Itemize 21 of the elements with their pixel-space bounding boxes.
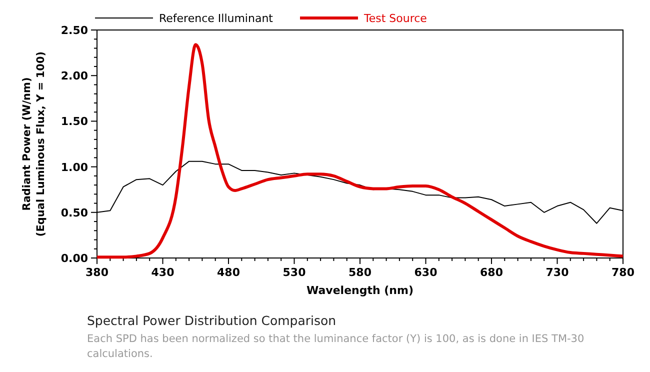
y-tick-label: 2.50	[60, 24, 88, 37]
x-tick-label: 530	[282, 266, 306, 279]
x-tick-label: 780	[612, 266, 635, 279]
y-axis-title: Radiant Power (W/nm) (Equal Luminous Flux, Y = 100)	[21, 51, 47, 237]
y-tick-label: 0.50	[60, 206, 88, 220]
x-tick-label: 380	[86, 266, 109, 279]
x-tick-label: 730	[546, 266, 570, 279]
y-tick-label: 2.00	[60, 70, 88, 83]
x-tick-label: 630	[414, 266, 438, 279]
x-tick-label: 430	[151, 266, 175, 279]
x-tick-label: 480	[217, 266, 240, 279]
text: Each SPD has been normalized so that the luminance factor (Y) is 100, as is done in IES TM-30 calculations.	[87, 333, 584, 360]
text: Test Source	[363, 12, 428, 25]
x-tick-label: 680	[480, 266, 504, 279]
y-tick-label: 0.00	[60, 252, 88, 265]
x-axis-title: Wavelength (nm)	[306, 284, 414, 297]
text: Reference Illuminant	[159, 12, 274, 25]
text: Spectral Power Distribution Comparison	[87, 313, 336, 328]
y-tick-label: 1.00	[60, 160, 88, 174]
y-tick-label: 1.50	[60, 115, 88, 128]
x-tick-label: 580	[348, 266, 372, 279]
